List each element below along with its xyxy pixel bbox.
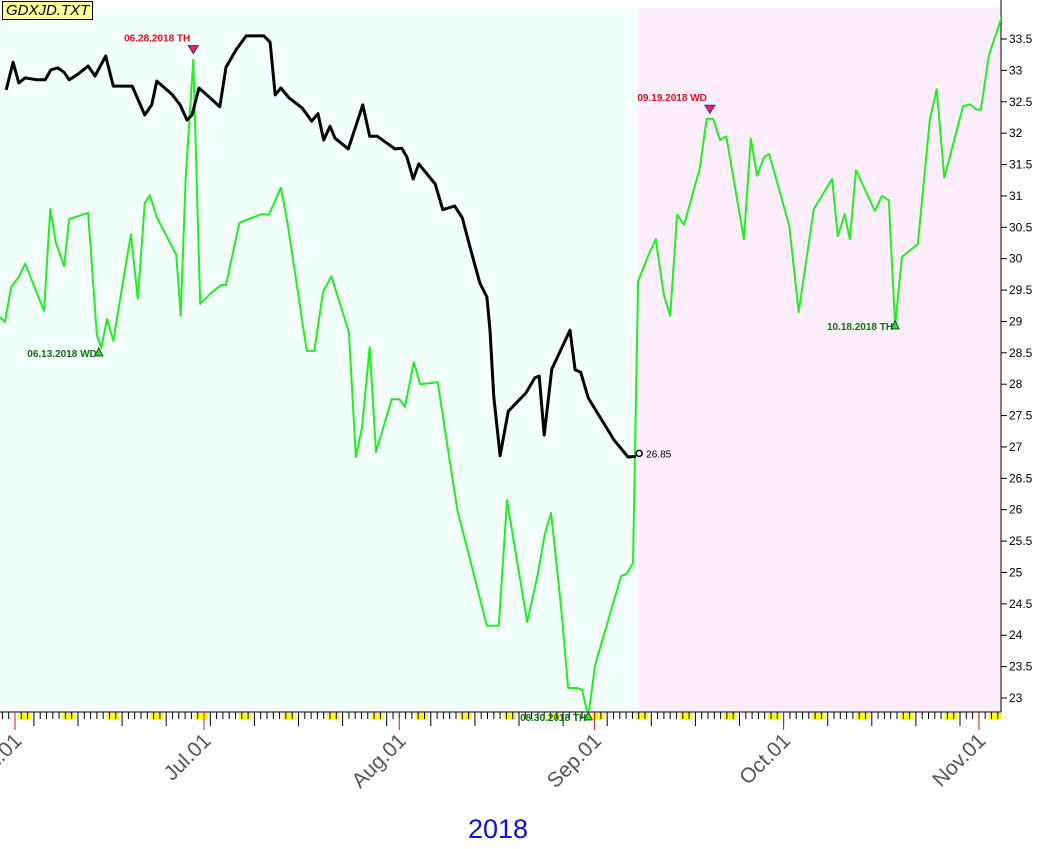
annotation-label: 06.13.2018 WD: [27, 349, 97, 360]
month-label: Aug.01: [348, 729, 411, 792]
y-tick-label: 25.5: [1009, 534, 1033, 548]
last-value-label: 26.85: [646, 449, 671, 460]
background-after: [638, 8, 1001, 712]
y-tick-label: 26: [1009, 503, 1023, 517]
y-tick-label: 25: [1009, 565, 1023, 579]
y-tick-label: 29.5: [1009, 283, 1033, 297]
y-tick-label: 27.5: [1009, 409, 1033, 423]
y-tick-label: 31: [1009, 189, 1023, 203]
series-line-green: [0, 16, 1001, 716]
y-tick-label: 33.5: [1009, 32, 1033, 46]
month-label: Jul.01: [160, 729, 216, 785]
y-tick-label: 26.5: [1009, 471, 1033, 485]
up-arrow-icon: [583, 710, 594, 721]
y-tick-label: 24.5: [1009, 597, 1033, 611]
year-label: 2018: [468, 814, 529, 844]
month-label: Sep.01: [543, 729, 606, 792]
last-value-marker: [635, 449, 643, 458]
annotation-label: 09.19.2018 WD: [637, 93, 707, 104]
series-group: [0, 16, 1001, 716]
y-tick-label: 30: [1009, 252, 1023, 266]
symbol-title: GDXJD.TXT: [2, 1, 94, 20]
y-tick-label: 24: [1009, 628, 1023, 642]
y-tick-label: 32: [1009, 126, 1023, 140]
y-tick-label: 33: [1009, 63, 1023, 77]
down-arrow-icon: [187, 45, 200, 55]
y-tick-label: 23.5: [1009, 660, 1033, 674]
month-label: Jun.01: [0, 729, 27, 790]
month-label: Oct.01: [735, 729, 795, 789]
y-tick-label: 30.5: [1009, 220, 1033, 234]
down-arrow-icon: [703, 104, 716, 115]
y-tick-label: 29: [1009, 314, 1023, 328]
y-tick-label: 23: [1009, 691, 1023, 705]
up-arrow-icon: [93, 346, 104, 357]
annotation-label: 06.28.2018 TH: [124, 34, 190, 45]
y-tick-label: 28.5: [1009, 346, 1033, 360]
series-line-black: [4, 34, 637, 459]
annotation-label: 10.18.2018 TH: [827, 322, 893, 333]
up-arrow-icon: [890, 319, 900, 330]
y-tick-label: 32.5: [1009, 95, 1033, 109]
y-tick-label: 28: [1009, 377, 1023, 391]
month-label: Nov.01: [928, 729, 990, 791]
y-tick-label: 31.5: [1009, 158, 1033, 172]
annotation-label: 08.30.2018 TH: [520, 713, 586, 724]
y-tick-label: 27: [1009, 440, 1023, 454]
